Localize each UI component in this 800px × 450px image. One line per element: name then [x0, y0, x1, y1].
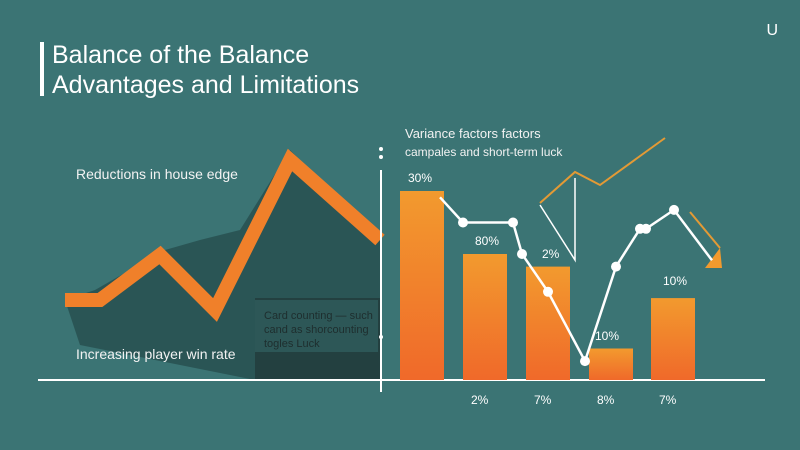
axis-dot-mid — [379, 335, 383, 339]
left-dark-area — [65, 150, 380, 380]
logo: U — [766, 22, 778, 39]
bar-value-label-2: 2% — [542, 246, 560, 261]
bar-2 — [526, 266, 570, 380]
bar-1 — [463, 254, 507, 380]
overlay-point-9 — [669, 204, 679, 215]
axis-dot-top — [379, 147, 383, 151]
card-counting-line-3: togles Luck — [264, 338, 320, 350]
annotation-player-win: Increasing player win rate — [76, 346, 236, 362]
decorative-orange-line — [539, 137, 666, 204]
card-counting-box — [255, 300, 378, 352]
decorative-arrow-icon — [705, 248, 722, 268]
annotation-variance: Variance factors factors — [405, 126, 541, 141]
overlay-point-2 — [508, 217, 518, 228]
title-line-2: Advantages and Limitations — [52, 71, 360, 99]
page-title: Balance of the Balance Advantages and Li… — [52, 40, 359, 100]
title-line-1: Balance of the Balance — [52, 41, 310, 69]
annotation-house-edge: Reductions in house edge — [76, 166, 238, 182]
overlay-point-1 — [458, 217, 468, 228]
decorative-white-line — [539, 178, 576, 263]
card-counting-line-1: Card counting — such — [264, 310, 373, 322]
title-accent-bar — [40, 42, 44, 96]
annotation-short-term: campales and short-term luck — [405, 145, 563, 159]
overlay-point-3 — [517, 249, 527, 259]
bar-4 — [651, 298, 695, 380]
overlay-point-6 — [611, 261, 621, 272]
bar-0 — [400, 191, 444, 380]
overlay-point-4 — [543, 286, 553, 297]
x-tick-label-3: 8% — [597, 393, 615, 407]
x-tick-label-1: 2% — [471, 393, 489, 407]
x-tick-label-4: 7% — [659, 393, 677, 407]
card-counting-line-2: cand as shorcounting — [264, 324, 369, 336]
bar-value-label-0: 30% — [408, 171, 433, 185]
x-tick-label-2: 7% — [534, 393, 552, 407]
bar-value-label-4: 10% — [663, 274, 688, 289]
axis-dot-bottom — [379, 155, 383, 159]
overlay-point-5 — [580, 356, 590, 367]
decorative-orange-line-2 — [689, 211, 721, 249]
bar-value-label-3: 10% — [595, 328, 620, 343]
bar-value-label-1: 80% — [475, 234, 500, 248]
overlay-point-8 — [641, 223, 651, 234]
bar-3 — [589, 348, 633, 380]
house-edge-trend-line — [65, 148, 385, 322]
